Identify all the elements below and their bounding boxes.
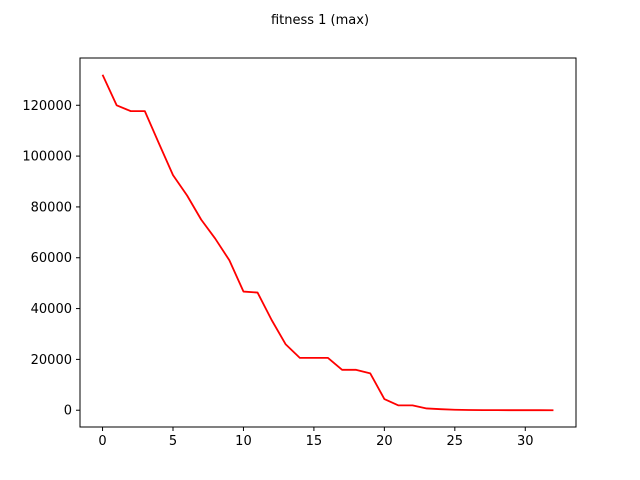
y-tick-label: 100000 <box>22 150 72 165</box>
y-tick-label: 120000 <box>22 99 72 114</box>
axes: 0 5 10 15 20 25 30 0 20000 40000 60000 80000 100000 1… <box>22 57 577 449</box>
y-tick-label: 80000 <box>31 200 72 215</box>
x-tick-label: 0 <box>98 434 106 449</box>
x-tick-label: 10 <box>235 434 252 449</box>
y-tick-label: 0 <box>64 404 72 419</box>
x-tick-label: 5 <box>169 434 177 449</box>
y-tick-label: 20000 <box>31 353 72 368</box>
x-tick-label: 15 <box>306 434 323 449</box>
plot-area <box>101 74 554 412</box>
series-line-1 <box>101 74 554 412</box>
x-tick-label: 25 <box>447 434 464 449</box>
chart-title: fitness 1 (max) <box>271 13 369 28</box>
y-tick-label: 60000 <box>31 251 72 266</box>
x-tick-label: 20 <box>376 434 393 449</box>
x-tick-label: 30 <box>517 434 534 449</box>
y-tick-label: 40000 <box>31 302 72 317</box>
axes-frame <box>79 57 577 428</box>
